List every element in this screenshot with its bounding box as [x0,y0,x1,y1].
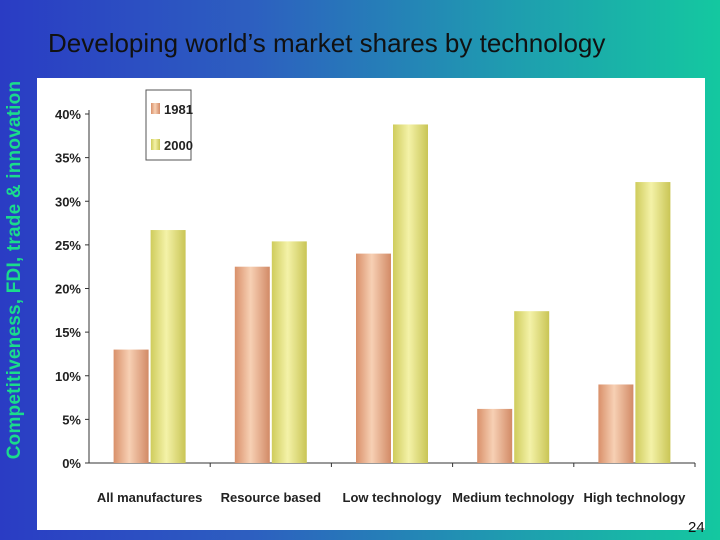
axes [85,110,696,467]
bar-1981 [234,266,270,463]
bar-2000 [514,311,550,463]
x-category-label: Low technology [343,490,443,505]
x-category-label: All manufactures [97,490,202,505]
legend-swatch-2000 [151,139,160,150]
bar-1981 [477,408,513,463]
page-number: 24 [688,519,705,536]
y-tick-label: 35% [55,151,81,166]
bar-1981 [356,253,391,463]
slide-title: Developing world’s market shares by tech… [48,28,606,58]
y-tick-label: 5% [62,412,81,427]
y-tick-label: 25% [55,238,81,253]
side-label-text: Competitiveness, FDI, trade & innovation [4,80,25,460]
x-category-label: Medium technology [452,490,575,505]
bar-2000 [393,124,428,463]
chart-panel: 0% 5% 10% 15% 20% 25% 30% 35% 40% All manufacture… [37,78,705,530]
x-category-label: Resource based [221,490,321,505]
y-tick-label: 40% [55,107,81,122]
labels: 0% 5% 10% 15% 20% 25% 30% 35% 40% All manufacture… [55,107,686,505]
y-tick-label: 15% [55,325,81,340]
bar-1981 [113,349,149,463]
legend-swatch-1981 [151,103,160,114]
y-tick-label: 30% [55,194,81,209]
legend-label-1981: 1981 [164,102,193,117]
legend-label-2000: 2000 [164,138,193,153]
legend: 1981 2000 [145,89,193,161]
bar-2000 [150,230,186,463]
y-tick-label: 20% [55,282,81,297]
bar-2000 [271,241,307,463]
bar-chart: 0% 5% 10% 15% 20% 25% 30% 35% 40% All manufacture… [55,89,696,505]
y-tick-label: 10% [55,369,81,384]
bar-1981 [598,384,634,463]
y-tick-label: 0% [62,456,81,471]
x-category-label: High technology [583,490,686,505]
side-label: Competitiveness, FDI, trade & innovation [0,0,30,540]
bars [113,124,671,463]
bar-2000 [635,182,671,463]
